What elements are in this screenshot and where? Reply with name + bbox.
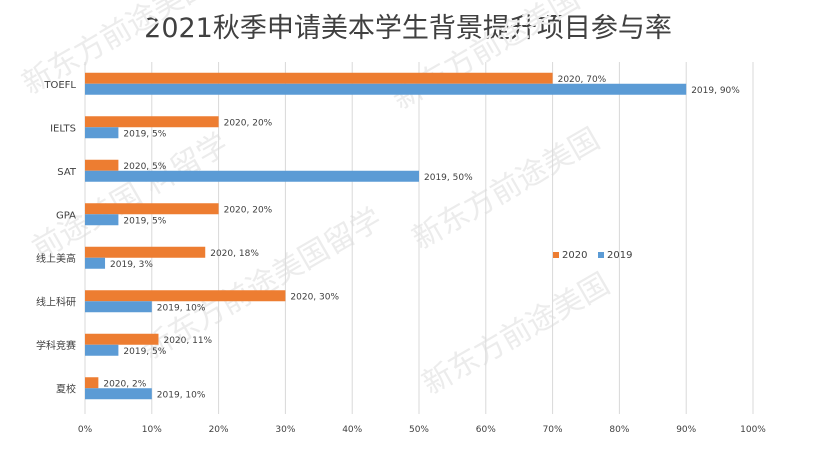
x-tick-label-7: 70% xyxy=(543,425,563,435)
bar-2019-4 xyxy=(85,257,106,269)
data-label-2019-7: 2019, 10% xyxy=(157,390,206,400)
svg-text:前途美国 科留学: 前途美国 科留学 xyxy=(27,127,235,267)
category-label-4: 线上美高 xyxy=(36,252,76,265)
svg-text:新东方前途美国: 新东方前途美国 xyxy=(407,122,606,257)
data-label-2020-4: 2020, 18% xyxy=(210,249,259,259)
category-label-5: 线上科研 xyxy=(36,295,76,308)
x-tick-label-9: 90% xyxy=(676,425,696,435)
category-label-2: SAT xyxy=(57,167,77,178)
data-label-2020-5: 2020, 30% xyxy=(290,292,339,302)
x-tick-label-0: 0% xyxy=(78,425,93,435)
bar-2019-7 xyxy=(85,388,152,400)
x-tick-label-10: 100% xyxy=(740,425,766,435)
bar-2019-2 xyxy=(85,170,419,182)
x-tick-label-3: 30% xyxy=(275,425,295,435)
x-axis-tick-labels: 0% 10% 20% 30% 40% 50% 60% 70% 80% 90% 100% xyxy=(78,425,766,435)
data-label-2019-2: 2019, 50% xyxy=(424,173,473,183)
svg-text:新东方前途美国: 新东方前途美国 xyxy=(417,267,616,402)
bar-2019-6 xyxy=(85,344,119,356)
bars xyxy=(85,72,687,400)
data-label-2020-7: 2020, 2% xyxy=(103,379,146,389)
category-label-7: 夏校 xyxy=(56,382,76,395)
legend: 2020 2019 xyxy=(553,250,632,261)
bar-2020-6 xyxy=(85,333,159,345)
data-label-2020-0: 2020, 70% xyxy=(558,75,607,85)
data-label-2019-6: 2019, 5% xyxy=(123,347,166,357)
bar-2020-1 xyxy=(85,116,219,128)
bar-2020-5 xyxy=(85,290,286,302)
data-label-2020-1: 2020, 20% xyxy=(224,118,273,128)
bar-2020-3 xyxy=(85,203,219,215)
x-tick-label-5: 50% xyxy=(409,425,429,435)
data-label-2020-2: 2020, 5% xyxy=(123,162,166,172)
bar-2020-4 xyxy=(85,246,206,258)
bar-2020-2 xyxy=(85,159,119,171)
data-label-2019-3: 2019, 5% xyxy=(123,216,166,226)
x-tick-label-4: 40% xyxy=(342,425,362,435)
data-label-2019-5: 2019, 10% xyxy=(157,303,206,313)
category-label-1: IELTS xyxy=(50,123,76,134)
legend-swatch-2019 xyxy=(598,252,604,258)
x-tick-label-2: 20% xyxy=(209,425,229,435)
category-label-3: GPA xyxy=(56,210,76,221)
bar-2019-1 xyxy=(85,127,119,139)
x-tick-label-1: 10% xyxy=(142,425,162,435)
category-label-0: TOEFL xyxy=(43,80,76,91)
chart-title: 2021秋季申请美本学生背景提升项目参与率 xyxy=(144,13,672,44)
data-labels: 2020, 70%2019, 90%2020, 20%2019, 5%2020,… xyxy=(103,75,740,401)
bar-2020-7 xyxy=(85,377,99,389)
category-label-6: 学科竞赛 xyxy=(36,339,76,352)
data-label-2020-3: 2020, 20% xyxy=(224,205,273,215)
data-label-2019-0: 2019, 90% xyxy=(691,86,740,96)
data-label-2019-4: 2019, 3% xyxy=(110,260,153,270)
legend-swatch-2020 xyxy=(553,252,559,258)
x-tick-label-8: 80% xyxy=(609,425,629,435)
data-label-2019-1: 2019, 5% xyxy=(123,129,166,139)
x-tick-label-6: 60% xyxy=(476,425,496,435)
legend-label-2020: 2020 xyxy=(562,250,587,261)
bar-2019-0 xyxy=(85,83,687,95)
gridlines xyxy=(84,62,754,414)
bar-2020-0 xyxy=(85,72,553,84)
bar-2019-5 xyxy=(85,301,152,313)
data-label-2020-6: 2020, 11% xyxy=(163,336,212,346)
legend-label-2019: 2019 xyxy=(607,250,632,261)
bar-2019-3 xyxy=(85,214,119,226)
